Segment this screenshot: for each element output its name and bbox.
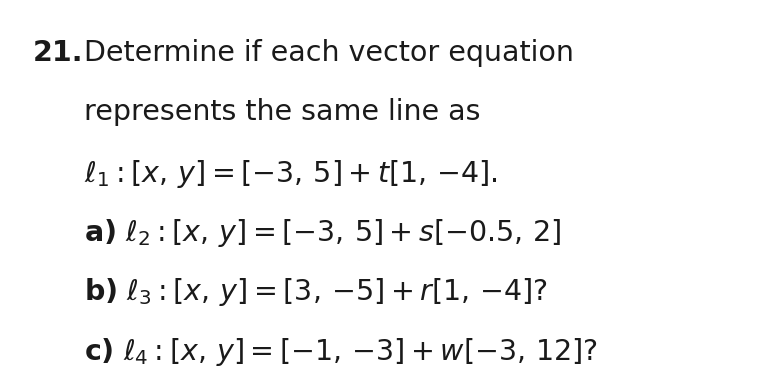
Text: represents the same line as: represents the same line as (84, 98, 481, 126)
Text: $\mathbf{b)}\ \ell_3 : [x,\, y] = [3,\, {-5}] + r[1,\, {-4}]?$: $\mathbf{b)}\ \ell_3 : [x,\, y] = [3,\, … (84, 276, 548, 308)
Text: $\ell_1 : [x,\, y] = [-3,\, 5] + t[1,\, {-4}].$: $\ell_1 : [x,\, y] = [-3,\, 5] + t[1,\, … (84, 158, 498, 190)
Text: $\mathbf{a)}\ \ell_2 : [x,\, y] = [-3,\, 5] + s[-0.5,\, 2]$: $\mathbf{a)}\ \ell_2 : [x,\, y] = [-3,\,… (84, 217, 562, 249)
Text: 21.: 21. (33, 39, 84, 67)
Text: Determine if each vector equation: Determine if each vector equation (84, 39, 574, 67)
Text: $\mathbf{c)}\ \ell_4 : [x,\, y] = [-1,\, {-3}] + w[-3,\, 12]?$: $\mathbf{c)}\ \ell_4 : [x,\, y] = [-1,\,… (84, 336, 598, 368)
